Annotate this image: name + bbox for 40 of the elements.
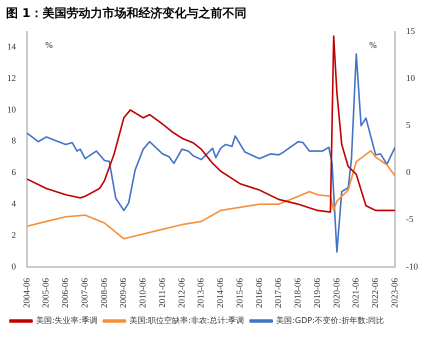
x-tick-label: 2008-06: [98, 278, 109, 308]
legend-label: 美国:失业率:季调: [36, 316, 98, 326]
x-tick-label: 2007-06: [79, 278, 90, 308]
y2-axis-title: %: [369, 40, 378, 50]
x-tick-label: 2015-06: [234, 278, 244, 308]
y2-tick-label: 5: [406, 120, 412, 130]
chart-title: 图 1：美国劳动力市场和经济变化与之前不同: [5, 5, 248, 22]
x-tick-label: 2010-06: [138, 278, 148, 308]
y2-tick-label: -10: [406, 261, 418, 272]
x-tick-label: 2023-06: [389, 278, 400, 308]
x-tick-label: 2005-06: [40, 278, 51, 308]
y-axis-title: %: [45, 40, 54, 50]
y-tick-label: 4: [12, 198, 16, 209]
x-tick-label: 2018-06: [292, 278, 303, 308]
y-tick-label: 0: [12, 261, 16, 272]
y2-tick-label: 0: [406, 167, 412, 178]
y-tick-label: 6: [12, 167, 16, 178]
x-tick-label: 2022-06: [370, 278, 380, 308]
y-tick-label: 14: [7, 41, 16, 52]
y-tick-label: 12: [7, 72, 16, 83]
legend-label: 美国:GDP:不变价:折年数:同比: [276, 316, 384, 326]
x-tick-label: 2020-06: [331, 278, 342, 308]
y-tick-label: 8: [12, 136, 16, 146]
x-tick-label: 2014-06: [215, 278, 226, 308]
legend-label: 美国:职位空缺率:非农:总计:季调: [129, 316, 244, 326]
x-tick-label: 2013-06: [196, 278, 206, 308]
y2-tick-label: 15: [406, 26, 416, 36]
x-tick-label: 2017-06: [273, 278, 284, 308]
x-tick-label: 2021-06: [350, 278, 361, 308]
y2-tick-label: 10: [406, 72, 416, 83]
x-tick-label: 2016-06: [254, 278, 264, 308]
x-tick-label: 2019-06: [312, 278, 322, 308]
x-tick-label: 2004-06: [21, 278, 32, 308]
x-tick-label: 2012-06: [176, 278, 186, 308]
y-tick-label: 10: [7, 104, 16, 114]
y2-tick-label: -5: [406, 214, 414, 224]
y-tick-label: 2: [12, 230, 16, 240]
x-tick-label: 2009-06: [118, 278, 128, 308]
x-tick-label: 2011-06: [156, 278, 167, 308]
x-tick-label: 2006-06: [60, 278, 70, 308]
